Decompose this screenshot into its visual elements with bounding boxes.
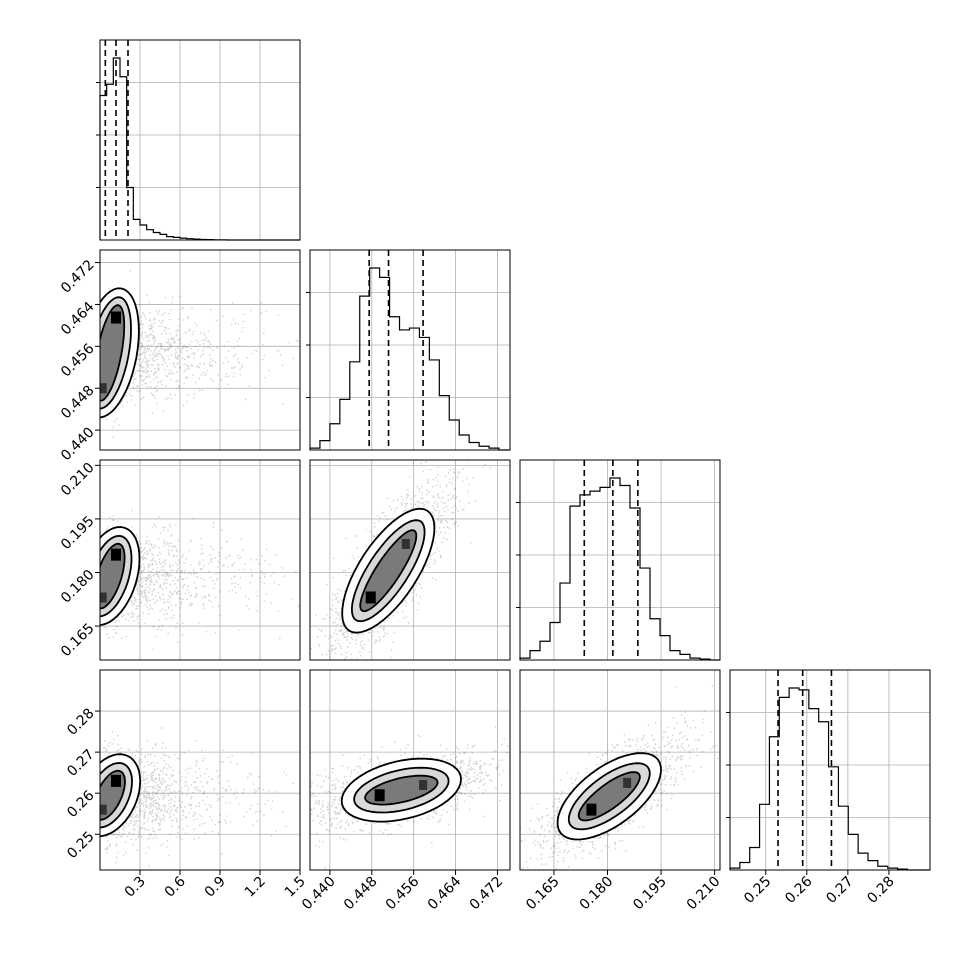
density-peak (374, 789, 385, 802)
panel-frame (99, 669, 301, 871)
density-peak (586, 803, 597, 816)
x-tick-label: 0.210 (684, 874, 724, 914)
scatter-panel-3-1 (309, 669, 511, 871)
y-tick-label: 0.440 (58, 424, 98, 464)
x-tick-label: 0.3 (122, 874, 149, 901)
x-tick-label: 0.27 (823, 874, 856, 907)
panel-plot-area (310, 670, 510, 870)
hist-panel-0 (96, 39, 301, 241)
y-tick-label: 0.210 (58, 460, 98, 500)
density-peak (111, 774, 121, 787)
y-tick-label: 0.464 (58, 299, 98, 339)
scatter-panel-3-0 (99, 669, 301, 871)
x-tick-label: 0.464 (425, 873, 465, 913)
scatter-panel-1-0 (99, 249, 301, 451)
y-tick-label: 0.195 (58, 513, 98, 553)
x-tick-label: 0.448 (341, 874, 381, 914)
scatter-panel-2-1 (309, 459, 511, 661)
hist-panel-1 (306, 249, 511, 451)
panel-frame (99, 459, 301, 661)
histogram-line (309, 267, 510, 451)
y-tick-label: 0.472 (58, 257, 98, 297)
sample-points (102, 727, 294, 867)
x-tick-label: 0.25 (741, 874, 774, 907)
x-tick-label: 0.6 (162, 873, 189, 900)
sample-cloud (102, 727, 294, 867)
panel-plot-area (100, 670, 300, 870)
sample-points (102, 270, 299, 438)
y-tick-label: 0.26 (64, 787, 97, 820)
density-peak (419, 779, 428, 790)
x-tick-label: 1.2 (242, 874, 269, 901)
panel-plot-area (100, 460, 300, 660)
contour-inner (100, 304, 126, 402)
panel-frame (519, 459, 721, 661)
histogram-line (519, 477, 720, 661)
panel-frame (519, 669, 721, 871)
x-tick-label: 0.180 (577, 874, 617, 914)
y-tick-label: 0.456 (58, 341, 98, 381)
y-tick-label: 0.448 (58, 383, 98, 423)
sample-cloud (102, 509, 300, 651)
scatter-panel-2-0 (99, 459, 301, 661)
panel-frame (309, 669, 511, 871)
x-tick-label: 0.26 (782, 873, 815, 906)
density-peak (365, 591, 376, 604)
panel-frame (309, 459, 511, 661)
histogram-line (729, 687, 930, 871)
y-tick-label: 0.165 (58, 620, 98, 660)
density-peak (100, 383, 107, 394)
x-tick-label: 0.195 (630, 874, 670, 914)
x-tick-label: 0.456 (383, 873, 423, 913)
panel-frame (309, 249, 511, 451)
hist-panel-2 (516, 459, 721, 661)
y-tick-label: 0.28 (64, 705, 97, 738)
x-tick-label: 0.472 (467, 874, 507, 914)
panel-plot-area (100, 250, 300, 450)
density-peak (401, 538, 410, 549)
sample-cloud (102, 270, 299, 438)
density-peak (100, 592, 107, 603)
x-tick-label: 0.165 (523, 874, 563, 914)
x-tick-label: 0.440 (299, 874, 339, 914)
hist-panel-3 (726, 669, 931, 871)
density-peak (111, 311, 121, 324)
x-tick-label: 0.28 (864, 874, 897, 907)
x-tick-label: 0.9 (202, 874, 229, 901)
panel-frame (99, 249, 301, 451)
scatter-panel-3-2 (519, 669, 721, 871)
panel-frame (729, 669, 931, 871)
histogram-line (99, 57, 300, 241)
sample-points (102, 509, 300, 651)
density-peak (100, 804, 107, 815)
y-tick-label: 0.180 (58, 567, 98, 607)
y-tick-label: 0.27 (64, 746, 97, 779)
panel-plot-area (310, 460, 510, 660)
panel-plot-area (520, 670, 720, 870)
panel-frame (99, 39, 301, 241)
y-tick-label: 0.25 (64, 829, 97, 862)
contour-inner (359, 529, 418, 613)
density-peak (111, 548, 121, 561)
density-peak (623, 777, 632, 788)
